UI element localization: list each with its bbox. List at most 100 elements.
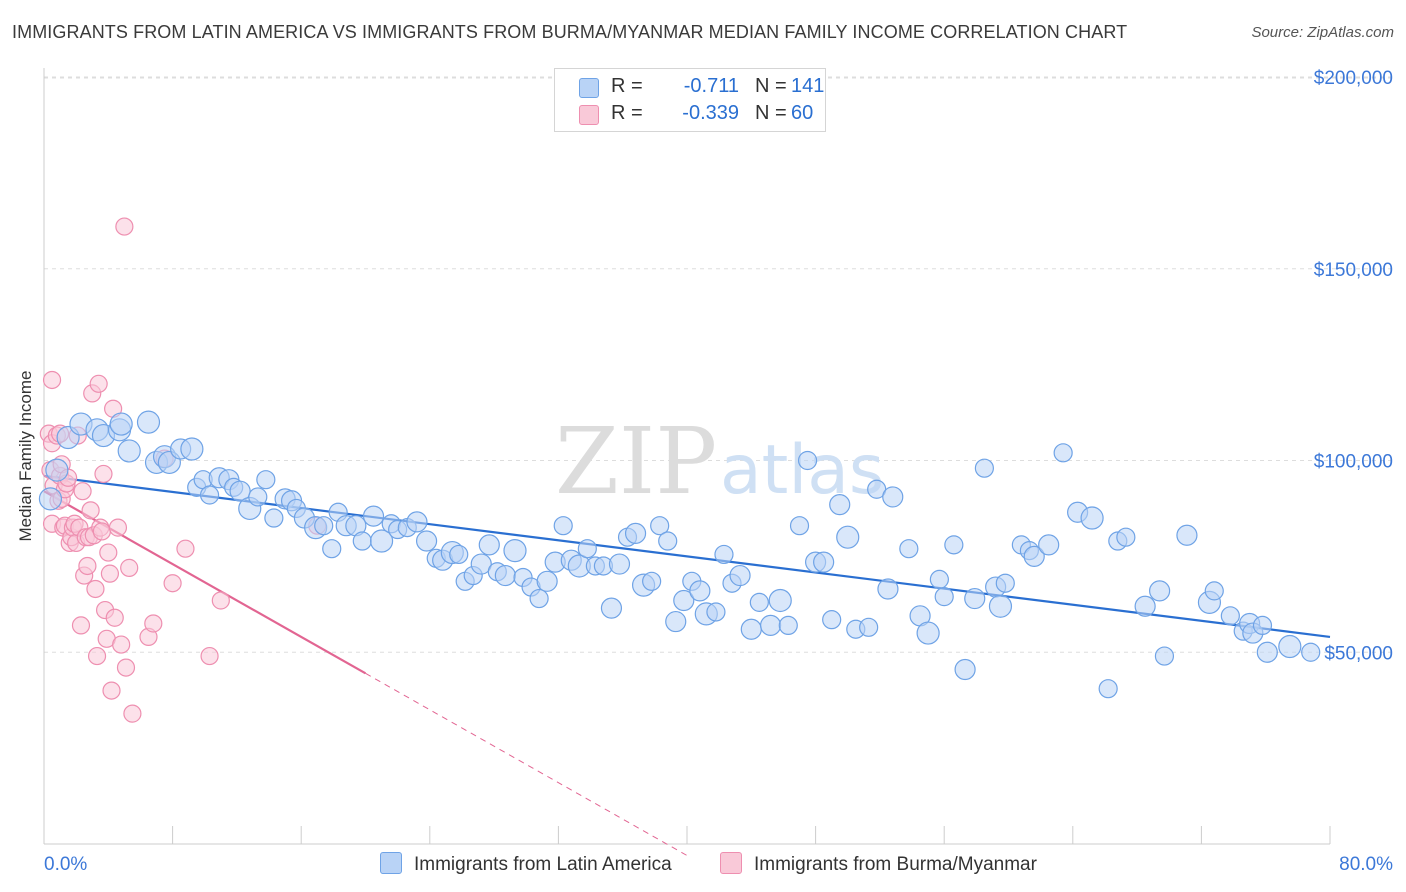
- data-point-burma: [115, 217, 134, 236]
- data-point-burma: [120, 558, 139, 577]
- data-point-latin-america: [974, 458, 994, 478]
- data-point-latin-america: [1301, 642, 1321, 662]
- data-point-latin-america: [729, 564, 751, 587]
- data-point-latin-america: [503, 539, 527, 563]
- legend-r-value: -0.339: [682, 102, 739, 124]
- data-point-latin-america: [1023, 545, 1045, 567]
- data-point-latin-america: [650, 516, 670, 536]
- legend-swatch-blue: [380, 852, 402, 874]
- data-point-latin-america: [944, 535, 964, 555]
- data-point-latin-america: [256, 470, 276, 490]
- data-point-latin-america: [470, 553, 492, 575]
- data-point-burma: [42, 370, 62, 390]
- data-point-burma: [71, 616, 91, 635]
- chart-title: IMMIGRANTS FROM LATIN AMERICA VS IMMIGRA…: [12, 22, 1128, 42]
- data-point-latin-america: [536, 570, 558, 592]
- data-point-burma: [94, 464, 113, 484]
- data-point-latin-america: [352, 531, 372, 551]
- data-point-burma: [200, 646, 219, 666]
- data-point-burma: [144, 614, 163, 633]
- data-point-latin-america: [882, 486, 904, 508]
- data-point-latin-america: [529, 588, 549, 609]
- data-point-burma: [92, 522, 111, 541]
- data-point-latin-america: [1252, 615, 1273, 636]
- data-point-latin-america: [1149, 580, 1171, 602]
- trend-lines: [43, 474, 1331, 856]
- data-point-latin-america: [1256, 641, 1278, 663]
- y-axis-label: Median Family Income: [16, 370, 35, 542]
- data-point-latin-america: [577, 539, 597, 559]
- data-point-latin-america: [406, 511, 428, 533]
- data-point-latin-america: [877, 578, 899, 600]
- y-tick-label: $200,000: [1314, 68, 1393, 89]
- x-tick-label-min: 0.0%: [44, 854, 87, 875]
- data-point-latin-america: [136, 410, 161, 434]
- data-point-burma: [105, 608, 124, 627]
- data-point-latin-america: [964, 587, 986, 610]
- data-point-latin-america: [608, 553, 631, 575]
- bottom-legend-latin-america[interactable]: Immigrants from Latin America: [380, 852, 672, 876]
- data-point-latin-america: [1134, 595, 1156, 617]
- y-tick-label: $100,000: [1314, 452, 1393, 473]
- data-point-latin-america: [934, 587, 954, 607]
- y-tick-label: $50,000: [1324, 643, 1393, 664]
- data-point-latin-america: [600, 597, 623, 619]
- bottom-legend-label: Immigrants from Burma/Myanmar: [754, 854, 1037, 875]
- data-point-latin-america: [822, 610, 842, 630]
- data-point-latin-america: [199, 485, 220, 505]
- data-point-latin-america: [553, 516, 573, 536]
- watermark-atlas: atlas: [720, 431, 884, 510]
- data-point-latin-america: [1116, 527, 1136, 547]
- x-tick-label-max: 80.0%: [1339, 854, 1393, 875]
- watermark-zip: ZIP: [555, 408, 717, 515]
- data-point-latin-america: [1220, 606, 1240, 626]
- data-point-latin-america: [929, 569, 949, 589]
- data-point-latin-america: [859, 617, 879, 637]
- data-point-latin-america: [916, 621, 940, 645]
- data-point-latin-america: [995, 573, 1015, 593]
- data-point-latin-america: [740, 618, 762, 640]
- series-latin-america-points: [38, 410, 1321, 699]
- tick-labels: $50,000 $100,000 $150,000 $200,000 0.0% 80.0%: [44, 68, 1393, 875]
- data-point-latin-america: [768, 588, 792, 613]
- data-point-latin-america: [899, 539, 919, 559]
- zipatlas-watermark: ZIP atlas: [555, 408, 884, 515]
- data-point-burma: [211, 591, 230, 610]
- legend-swatch-blue: [579, 78, 599, 98]
- data-point-latin-america: [836, 525, 860, 549]
- data-point-latin-america: [706, 602, 726, 622]
- legend-n-value: 141: [791, 75, 825, 97]
- data-point-latin-america: [478, 534, 500, 556]
- data-point-latin-america: [789, 516, 810, 536]
- bottom-legend-burma[interactable]: Immigrants from Burma/Myanmar: [720, 852, 1037, 876]
- data-point-burma: [87, 646, 107, 666]
- legend-swatch-pink: [579, 105, 599, 125]
- data-point-burma: [73, 482, 92, 501]
- data-point-latin-america: [714, 544, 734, 565]
- correlation-legend: R = -0.711 N = 141 R = -0.339 N = 60: [554, 68, 826, 132]
- data-point-latin-america: [449, 544, 469, 565]
- legend-r-label: R =: [611, 75, 643, 97]
- data-point-latin-america: [38, 487, 63, 511]
- bottom-legend-label: Immigrants from Latin America: [414, 854, 672, 875]
- data-point-latin-america: [673, 589, 695, 612]
- series-burma-points: [39, 217, 327, 723]
- data-point-latin-america: [1278, 634, 1302, 659]
- data-point-latin-america: [1080, 506, 1104, 530]
- data-point-latin-america: [248, 487, 268, 507]
- data-point-latin-america: [1053, 443, 1073, 463]
- data-point-latin-america: [829, 494, 851, 516]
- data-point-latin-america: [322, 539, 342, 559]
- data-point-latin-america: [749, 592, 769, 612]
- legend-r-label: R =: [611, 102, 643, 124]
- data-point-latin-america: [180, 437, 204, 461]
- data-point-burma: [176, 539, 195, 558]
- data-point-latin-america: [624, 522, 647, 544]
- data-point-burma: [108, 518, 128, 537]
- data-point-latin-america: [415, 530, 438, 552]
- data-point-latin-america: [1204, 581, 1224, 601]
- data-point-latin-america: [314, 516, 334, 536]
- data-point-latin-america: [45, 458, 69, 482]
- data-point-latin-america: [689, 580, 711, 602]
- source-label: Source: ZipAtlas.com: [1251, 24, 1394, 41]
